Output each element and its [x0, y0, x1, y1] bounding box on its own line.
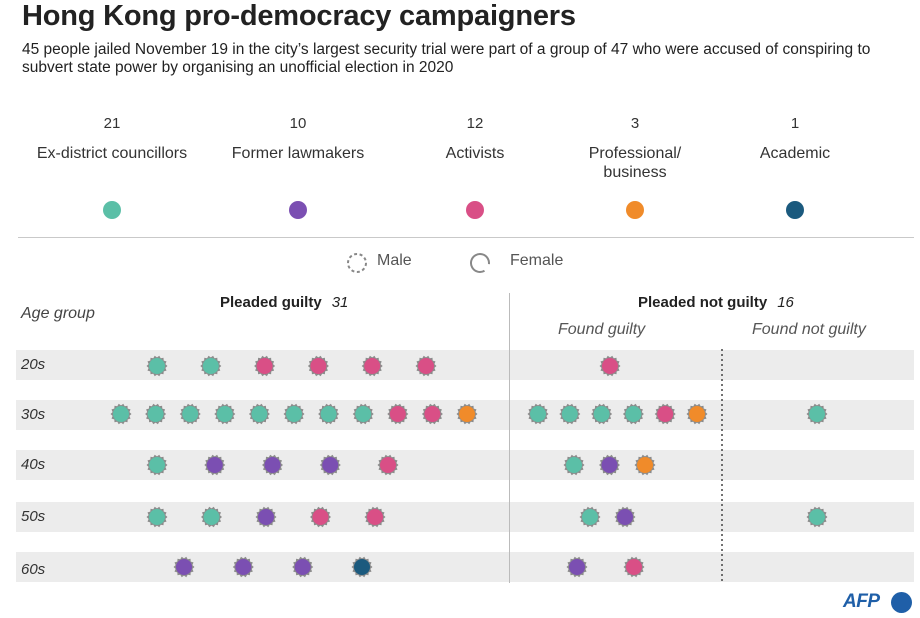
- dot-40s-pleaded-guilty-2: [204, 454, 226, 476]
- category-count: 21: [103, 115, 121, 132]
- dot-50s-pleaded-guilty-3: [255, 506, 277, 528]
- dot-30s-pleaded-guilty-9: [387, 403, 409, 425]
- dot-30s-pleaded-guilty-4: [214, 403, 236, 425]
- dot-30s-pleaded-guilty-11: [456, 403, 478, 425]
- dot-60s-pleaded-guilty-1: [173, 556, 195, 578]
- dot-30s-pleaded-guilty-10: [421, 403, 443, 425]
- chart-subtitle: 45 people jailed November 19 in the city…: [22, 41, 871, 76]
- category-count: 1: [790, 115, 800, 132]
- dot-30s-pleaded-guilty-5: [248, 403, 270, 425]
- category-color-dot: [466, 201, 484, 219]
- legend-male-label: Male: [377, 252, 412, 269]
- pleaded-guilty-header: Pleaded guilty 31: [220, 294, 348, 311]
- dot-30s-found-guilty-3: [591, 403, 613, 425]
- dot-50s-pleaded-guilty-2: [201, 506, 222, 528]
- category-count: 3: [630, 115, 640, 132]
- dot-30s-pleaded-guilty-3: [179, 403, 201, 425]
- dot-40s-found-guilty-1: [563, 454, 585, 476]
- category-label: Academic: [759, 145, 831, 162]
- category-count: 10: [289, 115, 307, 132]
- legend-female-label: Female: [510, 252, 564, 269]
- dot-20s-pleaded-guilty-3: [254, 355, 276, 377]
- dot-40s-pleaded-guilty-5: [377, 454, 399, 476]
- dot-30s-found-guilty-4: [622, 403, 644, 425]
- category-professional-business: 3 Professional/ business: [555, 115, 715, 219]
- dot-60s-found-guilty-2: [623, 556, 645, 578]
- category-ex-district-councillors: 21 Ex-district councillors: [32, 115, 192, 219]
- category-color-dot: [626, 201, 644, 219]
- category-label: Activists: [445, 145, 505, 162]
- pleaded-not-guilty-label: Pleaded not guilty: [638, 294, 768, 311]
- row-band-60s: [16, 552, 914, 582]
- age-label-40s: 40s: [21, 456, 46, 473]
- dot-30s-found-not-guilty-1: [806, 403, 828, 425]
- dot-40s-pleaded-guilty-3: [262, 454, 283, 476]
- pleaded-guilty-count: 31: [331, 294, 349, 311]
- dot-50s-found-guilty-2: [614, 506, 636, 528]
- afp-logo-text: AFP: [843, 591, 880, 612]
- category-label: Ex-district councillors: [36, 145, 188, 162]
- dot-30s-pleaded-guilty-7: [318, 403, 340, 425]
- category-color-dot: [103, 201, 121, 219]
- category-activists: 12 Activists: [395, 115, 555, 219]
- dot-30s-pleaded-guilty-6: [283, 403, 305, 425]
- category-color-dot: [289, 201, 307, 219]
- dot-40s-found-guilty-3: [634, 454, 656, 476]
- found-guilty-header: Found guilty: [558, 321, 646, 338]
- dot-30s-found-guilty-2: [559, 403, 581, 425]
- dot-30s-pleaded-guilty-2: [145, 403, 167, 425]
- dot-20s-pleaded-guilty-1: [146, 355, 168, 377]
- category-label: Professional/ business: [588, 145, 682, 181]
- dot-20s-pleaded-guilty-4: [307, 355, 329, 377]
- dot-60s-pleaded-guilty-4: [351, 556, 373, 578]
- category-count: 12: [466, 115, 484, 132]
- dot-40s-found-guilty-2: [599, 454, 620, 476]
- dot-20s-pleaded-guilty-5: [361, 355, 383, 377]
- age-label-20s: 20s: [21, 356, 46, 373]
- pleaded-guilty-label: Pleaded guilty: [220, 294, 322, 311]
- dot-40s-pleaded-guilty-1: [146, 454, 168, 476]
- found-not-guilty-header: Found not guilty: [752, 321, 866, 338]
- male-icon: [347, 253, 367, 273]
- dot-30s-pleaded-guilty-8: [352, 403, 374, 425]
- dot-60s-pleaded-guilty-3: [292, 556, 314, 578]
- dot-50s-pleaded-guilty-5: [364, 506, 386, 528]
- pleaded-not-guilty-header: Pleaded not guilty 16: [638, 294, 794, 311]
- chart-title: Hong Kong pro-democracy campaigners: [22, 0, 576, 32]
- dot-30s-found-guilty-1: [527, 403, 549, 425]
- dot-20s-found-guilty-1: [599, 355, 621, 377]
- column-divider: [509, 293, 510, 583]
- category-color-dot: [786, 201, 804, 219]
- dot-50s-pleaded-guilty-4: [310, 506, 331, 528]
- age-label-60s: 60s: [21, 561, 46, 578]
- age-group-header: Age group: [21, 305, 95, 322]
- age-label-50s: 50s: [21, 508, 46, 525]
- dot-50s-pleaded-guilty-1: [146, 506, 168, 528]
- pleaded-not-guilty-count: 16: [777, 294, 794, 311]
- dot-50s-found-not-guilty-1: [806, 506, 828, 528]
- dot-40s-pleaded-guilty-4: [319, 454, 341, 476]
- dot-30s-found-guilty-6: [686, 403, 708, 425]
- category-academic: 1 Academic: [715, 115, 875, 219]
- female-icon: [470, 253, 490, 273]
- category-label: Former lawmakers: [231, 145, 365, 162]
- divider: [18, 237, 914, 238]
- dot-30s-found-guilty-5: [654, 403, 676, 425]
- dot-60s-found-guilty-1: [566, 556, 588, 578]
- dot-30s-pleaded-guilty-1: [110, 403, 132, 425]
- dot-60s-pleaded-guilty-2: [232, 556, 254, 578]
- afp-logo-dot: [891, 592, 912, 613]
- dot-20s-pleaded-guilty-6: [415, 355, 437, 377]
- age-label-30s: 30s: [21, 406, 46, 423]
- dot-50s-found-guilty-1: [579, 506, 601, 528]
- category-former-lawmakers: 10 Former lawmakers: [218, 115, 378, 219]
- dot-20s-pleaded-guilty-2: [200, 355, 222, 377]
